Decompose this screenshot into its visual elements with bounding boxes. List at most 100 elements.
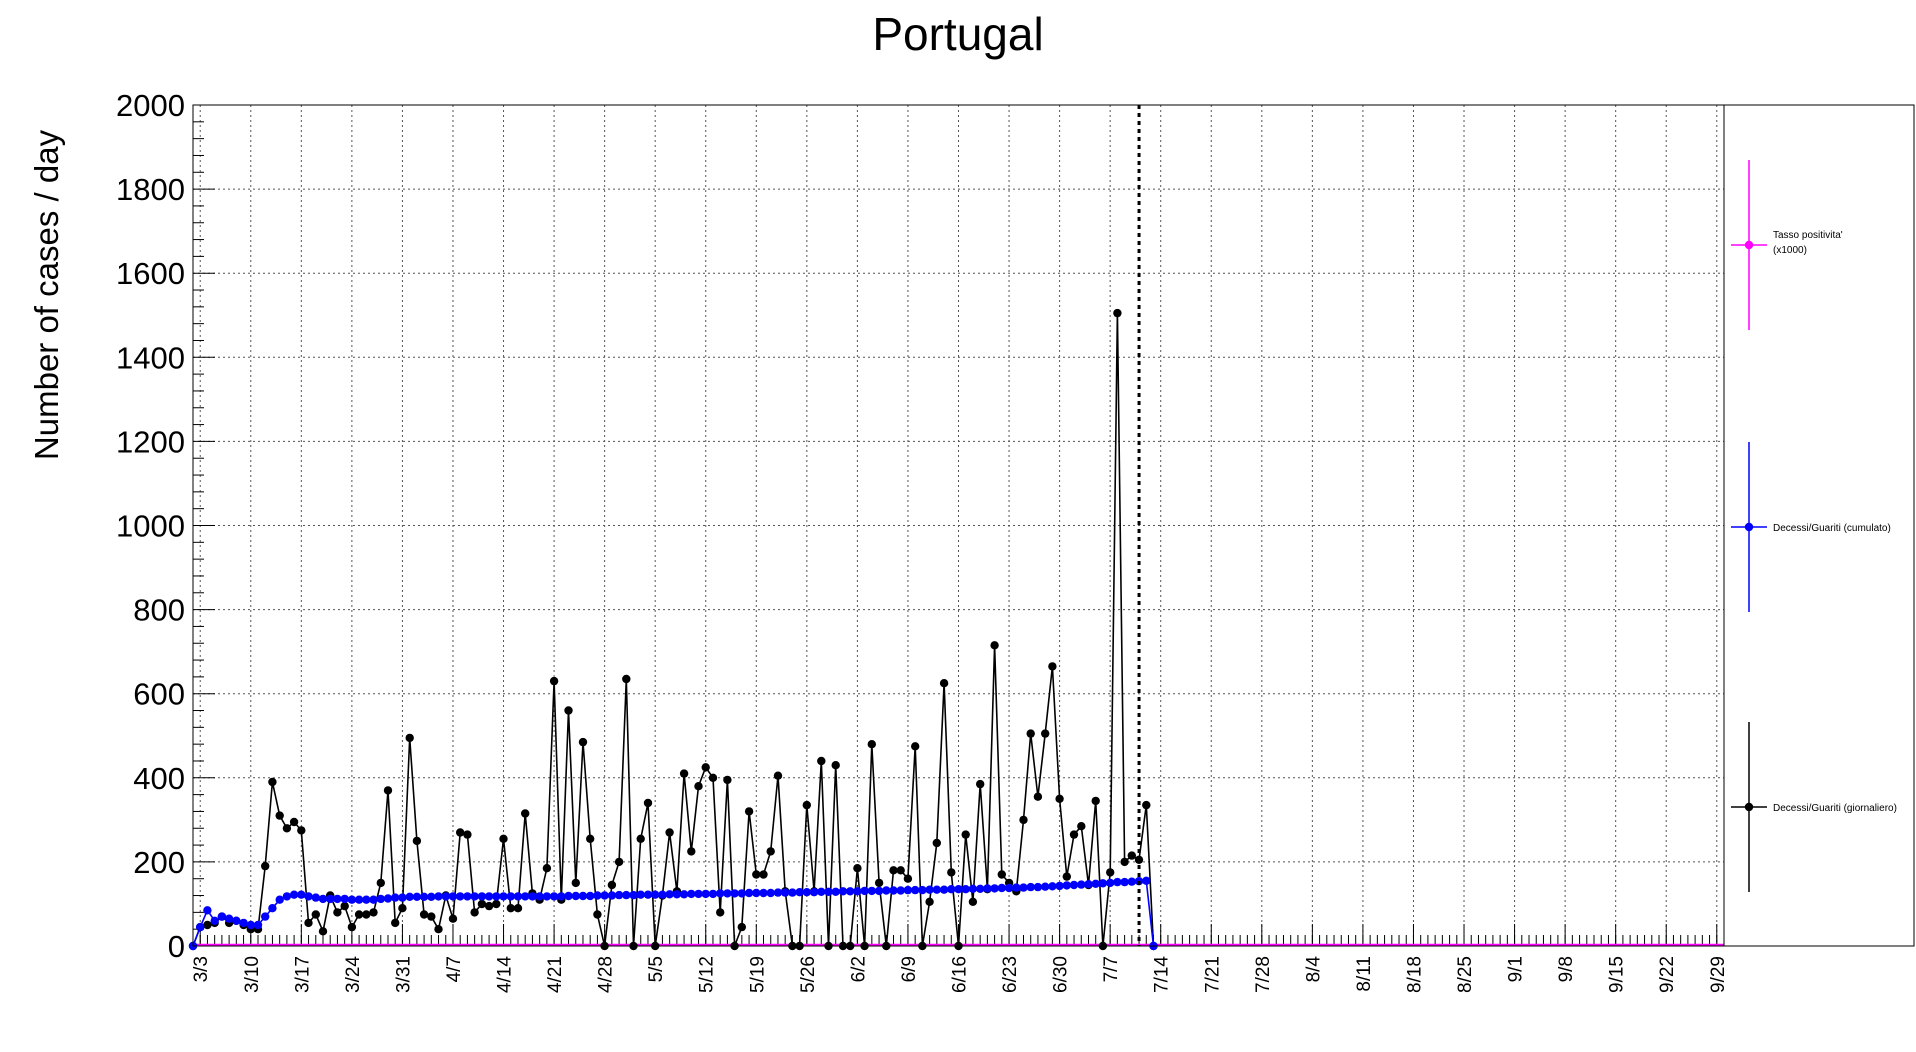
data-point bbox=[246, 920, 255, 930]
data-point bbox=[586, 891, 595, 901]
data-point bbox=[369, 895, 378, 904]
x-tick-label: 4/7 bbox=[444, 956, 465, 982]
data-point bbox=[427, 892, 436, 901]
data-point bbox=[716, 908, 725, 917]
data-point bbox=[1127, 877, 1137, 886]
x-tick-label: 5/19 bbox=[747, 956, 768, 993]
data-point bbox=[976, 779, 985, 789]
data-point bbox=[383, 786, 393, 795]
legend-marker-dot bbox=[1744, 522, 1754, 532]
data-point bbox=[947, 885, 956, 894]
data-point bbox=[918, 885, 927, 895]
data-point bbox=[1077, 880, 1086, 889]
data-point bbox=[846, 887, 855, 896]
x-tick-label: 4/14 bbox=[495, 956, 516, 993]
data-point bbox=[275, 895, 284, 904]
data-point bbox=[354, 910, 364, 919]
data-point bbox=[773, 888, 783, 897]
x-tick-label: 5/5 bbox=[646, 956, 667, 982]
data-point bbox=[614, 857, 624, 867]
x-tick-label: 5/26 bbox=[798, 956, 819, 993]
data-point bbox=[434, 925, 443, 934]
data-point bbox=[1026, 729, 1035, 738]
legend-label: Tasso positivita' bbox=[1773, 230, 1843, 241]
data-point bbox=[889, 886, 898, 895]
data-point bbox=[513, 892, 523, 901]
data-point bbox=[752, 888, 761, 898]
x-tick-label: 9/1 bbox=[1506, 956, 1527, 982]
data-point bbox=[817, 887, 826, 896]
data-point bbox=[275, 811, 284, 820]
y-axis-ticks: 0 200 400 600 800 1000 1200 1400 1600 1800 2000 bbox=[116, 88, 215, 964]
chart-title: Portugal bbox=[872, 8, 1043, 60]
data-point bbox=[882, 886, 891, 895]
data-point bbox=[932, 885, 941, 894]
data-point bbox=[376, 894, 385, 904]
data-point bbox=[976, 884, 985, 893]
data-point bbox=[708, 889, 718, 899]
data-point bbox=[391, 918, 400, 928]
data-point bbox=[1142, 800, 1151, 810]
data-point bbox=[990, 884, 999, 893]
data-point bbox=[571, 878, 580, 888]
data-point bbox=[701, 889, 710, 899]
data-point bbox=[788, 888, 797, 897]
data-point bbox=[694, 782, 703, 791]
legend-label: Decessi/Guariti (cumulato) bbox=[1773, 523, 1891, 534]
data-point bbox=[968, 884, 978, 893]
data-point bbox=[1069, 830, 1079, 839]
data-point bbox=[766, 847, 775, 856]
data-point bbox=[318, 927, 328, 936]
data-point bbox=[1098, 879, 1108, 888]
data-point bbox=[817, 756, 826, 766]
data-point bbox=[1120, 857, 1129, 867]
x-tick-label: 6/23 bbox=[1000, 956, 1021, 993]
data-point bbox=[997, 870, 1006, 879]
data-point bbox=[405, 733, 414, 743]
series-layer bbox=[188, 308, 1724, 951]
data-point bbox=[282, 824, 292, 833]
data-point bbox=[990, 641, 999, 650]
data-point bbox=[499, 834, 508, 843]
y-tick-label: 1200 bbox=[116, 424, 185, 459]
data-point bbox=[506, 892, 515, 901]
legend-marker-dot bbox=[1744, 240, 1754, 250]
data-point bbox=[412, 836, 422, 846]
data-point bbox=[391, 893, 400, 902]
data-point bbox=[463, 892, 472, 901]
data-point bbox=[347, 895, 357, 904]
data-point bbox=[340, 894, 349, 904]
x-tick-label: 4/28 bbox=[596, 956, 617, 993]
data-point bbox=[1033, 882, 1043, 892]
data-point bbox=[961, 885, 970, 894]
data-point bbox=[268, 777, 277, 787]
data-point bbox=[614, 890, 624, 900]
x-tick-label: 6/30 bbox=[1051, 956, 1072, 993]
data-point bbox=[752, 870, 761, 879]
data-point bbox=[1055, 881, 1064, 891]
y-tick-label: 800 bbox=[133, 593, 185, 628]
legend-box bbox=[1723, 104, 1915, 947]
data-point bbox=[427, 912, 436, 921]
data-point bbox=[925, 897, 934, 906]
data-point bbox=[694, 889, 703, 899]
data-point bbox=[1091, 796, 1100, 806]
data-point bbox=[477, 892, 487, 901]
data-point bbox=[636, 834, 645, 843]
data-point bbox=[405, 892, 414, 901]
data-point bbox=[795, 888, 804, 897]
data-point bbox=[896, 886, 905, 895]
data-point bbox=[947, 868, 956, 877]
y-tick-label: 2000 bbox=[116, 88, 185, 123]
data-point bbox=[369, 908, 378, 917]
x-tick-label: 9/22 bbox=[1657, 956, 1678, 993]
data-point bbox=[289, 890, 299, 899]
data-point bbox=[463, 830, 472, 839]
data-point bbox=[622, 890, 631, 900]
data-point bbox=[210, 916, 219, 925]
data-point bbox=[1041, 729, 1050, 738]
data-point bbox=[564, 891, 573, 901]
data-point bbox=[781, 888, 790, 897]
data-point bbox=[1113, 308, 1122, 318]
